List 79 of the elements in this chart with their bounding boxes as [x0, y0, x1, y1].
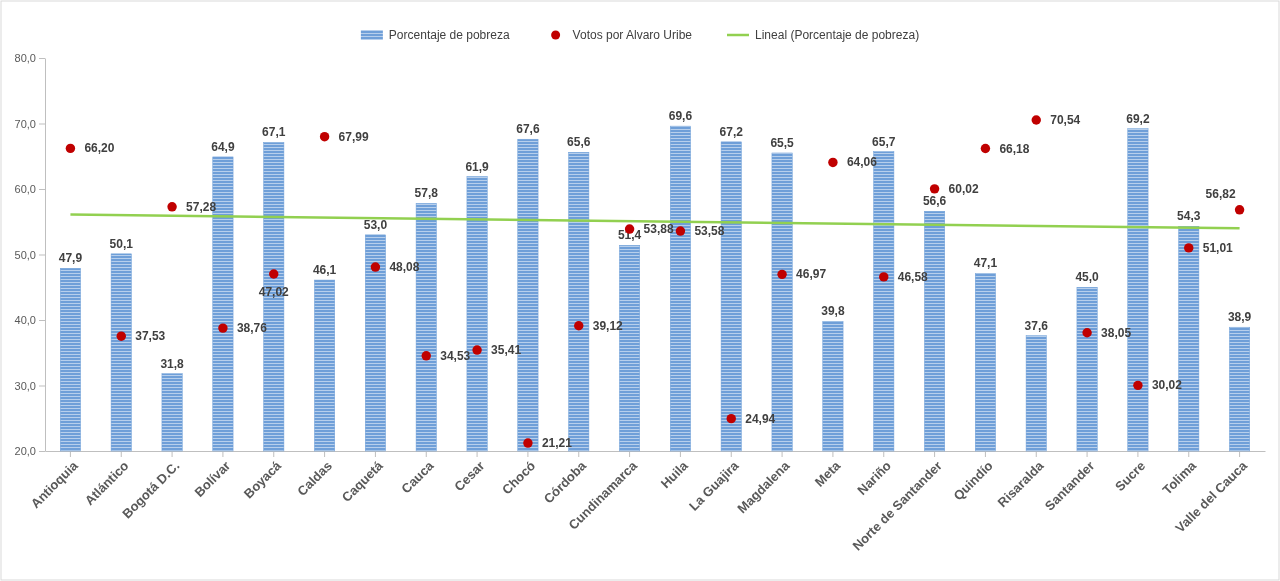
data-label: 67,1 — [262, 125, 286, 140]
data-label: 70,54 — [1050, 112, 1081, 127]
data-label: 46,97 — [796, 267, 827, 282]
y-tick-label: 50,0 — [14, 248, 36, 261]
point — [370, 262, 381, 272]
point — [523, 438, 533, 448]
data-label: 53,58 — [694, 224, 725, 239]
data-label: 37,6 — [1024, 318, 1049, 333]
data-label: 69,6 — [668, 109, 693, 124]
point — [421, 351, 431, 361]
data-label: 45,0 — [1075, 270, 1100, 285]
data-label: 57,28 — [186, 199, 217, 214]
data-label: 48,08 — [389, 260, 420, 275]
data-label: 65,6 — [567, 135, 591, 150]
data-label: 30,02 — [1151, 378, 1183, 393]
data-label: 50,1 — [109, 236, 134, 251]
data-label: 56,6 — [922, 194, 947, 209]
point — [218, 323, 228, 333]
point — [574, 321, 584, 331]
legend-label: Porcentaje de pobreza — [388, 28, 510, 42]
data-label: 66,20 — [84, 141, 115, 156]
data-label: 34,53 — [440, 348, 471, 363]
data-label: 57,8 — [414, 186, 439, 201]
point — [726, 413, 736, 424]
data-label: 38,05 — [1101, 325, 1132, 340]
point — [1133, 380, 1143, 391]
data-label: 66,18 — [999, 141, 1030, 156]
point — [929, 184, 940, 194]
data-label: 31,8 — [160, 356, 185, 371]
data-label: 69,2 — [1126, 111, 1150, 126]
data-label: 60,02 — [948, 181, 979, 196]
point — [879, 272, 889, 282]
data-label: 38,76 — [236, 321, 268, 336]
data-label: 37,53 — [135, 329, 166, 344]
data-label: 35,41 — [491, 343, 522, 358]
y-tick-label: 30,0 — [14, 379, 36, 392]
point — [1082, 328, 1092, 338]
data-label: 38,9 — [1227, 310, 1252, 325]
point — [167, 202, 177, 212]
legend-label: Votos por Alvaro Uribe — [572, 28, 693, 42]
point — [319, 131, 330, 142]
legend-label: Lineal (Porcentaje de pobreza) — [755, 28, 920, 42]
data-label: 46,1 — [312, 263, 337, 278]
point — [777, 269, 787, 280]
data-label: 47,9 — [58, 251, 83, 266]
point — [828, 157, 838, 168]
data-label: 65,5 — [770, 135, 795, 150]
data-label: 64,9 — [211, 139, 235, 154]
data-label: 53,0 — [363, 217, 388, 232]
y-tick-label: 80,0 — [14, 52, 36, 65]
point — [1031, 115, 1041, 125]
data-label: 51,01 — [1202, 240, 1234, 255]
y-tick-label: 40,0 — [14, 314, 36, 327]
point — [472, 345, 482, 355]
data-label: 61,9 — [465, 159, 490, 174]
data-label: 67,2 — [719, 124, 744, 139]
data-label: 65,7 — [872, 134, 896, 149]
y-tick-label: 60,0 — [14, 183, 36, 196]
data-label: 67,99 — [338, 129, 369, 144]
data-label: 64,06 — [846, 155, 878, 170]
point — [269, 269, 279, 279]
data-label: 53,88 — [643, 222, 674, 237]
point — [1184, 243, 1194, 253]
y-tick-label: 20,0 — [14, 445, 36, 458]
data-label: 21,21 — [541, 436, 573, 451]
point — [675, 226, 686, 236]
point — [65, 143, 76, 154]
point — [1234, 205, 1245, 215]
y-tick-label: 70,0 — [14, 117, 36, 130]
data-label: 39,12 — [592, 318, 624, 333]
data-label: 24,94 — [745, 411, 776, 426]
data-label: 46,58 — [897, 269, 929, 284]
point — [980, 143, 991, 154]
data-label: 54,3 — [1177, 209, 1201, 224]
data-label: 47,1 — [973, 256, 998, 271]
data-label: 39,8 — [821, 304, 845, 319]
point — [116, 331, 126, 341]
data-label: 56,82 — [1205, 186, 1236, 201]
data-label: 67,6 — [516, 122, 540, 137]
